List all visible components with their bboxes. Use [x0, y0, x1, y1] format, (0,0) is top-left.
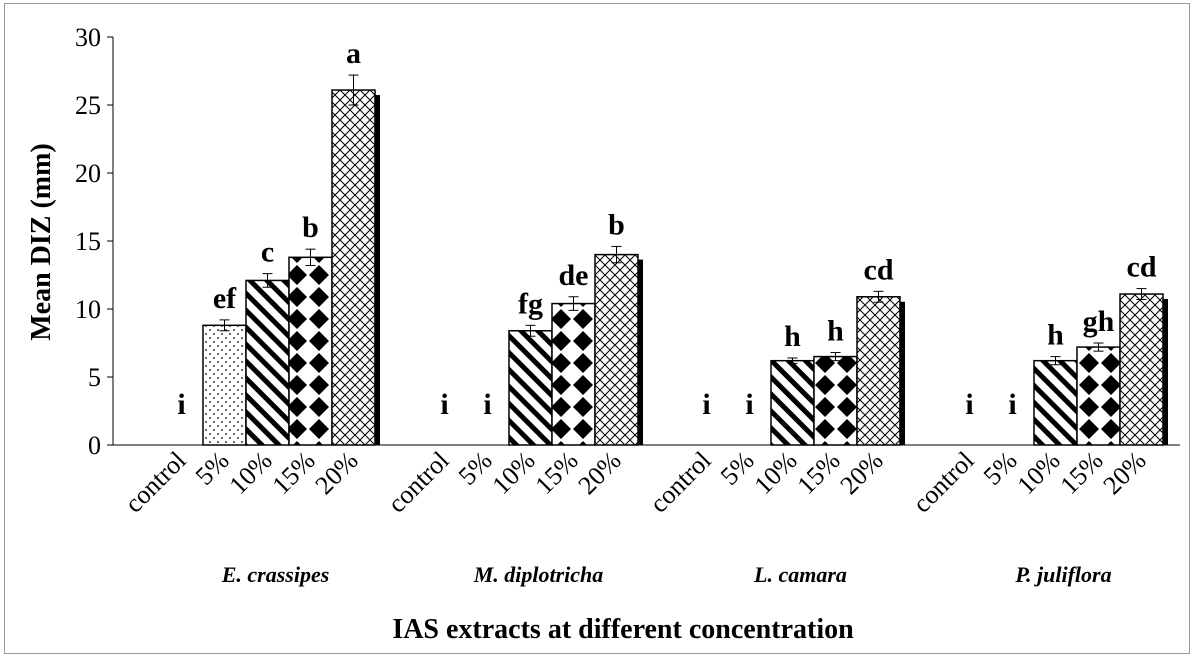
group-label: M. diplotricha: [473, 562, 604, 587]
significance-label: i: [1008, 388, 1016, 421]
y-tick-label: 5: [88, 363, 101, 392]
y-axis-title: Mean DIZ (mm): [26, 143, 57, 341]
bar-shadow: [638, 259, 643, 445]
category-label: 10%: [224, 446, 278, 500]
significance-label: i: [702, 388, 710, 421]
bar: [1033, 359, 1078, 446]
y-tick-label: 10: [75, 295, 101, 324]
bar: [202, 324, 247, 446]
category-label: 20%: [573, 446, 627, 500]
category-label: 15%: [267, 446, 321, 500]
bar-shadow: [375, 95, 380, 445]
category-label: 15%: [1055, 446, 1109, 500]
significance-label: i: [177, 388, 185, 421]
group-label: P. juliflora: [1014, 562, 1111, 587]
significance-label: i: [483, 388, 491, 421]
bar: [288, 256, 333, 446]
significance-label: cd: [1127, 251, 1157, 284]
significance-label: fg: [518, 287, 543, 320]
category-label: 15%: [530, 446, 584, 500]
group-label: L. camara: [753, 562, 847, 587]
bar: [551, 302, 596, 446]
category-label: 20%: [835, 446, 889, 500]
category-label: control: [119, 446, 192, 519]
category-label: control: [644, 446, 717, 519]
bar: [331, 89, 376, 446]
bar: [594, 253, 639, 446]
significance-label: c: [261, 236, 274, 269]
x-axis-title: IAS extracts at different concentration: [392, 614, 854, 645]
significance-label: b: [302, 211, 319, 244]
significance-label: cd: [864, 253, 894, 286]
significance-label: h: [784, 320, 801, 353]
significance-label: i: [440, 388, 448, 421]
y-tick-label: 15: [75, 227, 101, 256]
bar-shadow: [1163, 299, 1168, 445]
bar: [770, 359, 815, 446]
significance-label: a: [346, 37, 361, 70]
significance-label: de: [559, 259, 589, 292]
significance-label: b: [608, 208, 625, 241]
category-label: control: [907, 446, 980, 519]
category-label: 10%: [749, 446, 803, 500]
bar: [813, 355, 858, 446]
significance-label: gh: [1083, 305, 1115, 338]
y-tick-label: 25: [75, 91, 101, 120]
bar: [856, 296, 901, 446]
group-label: E. crassipes: [221, 562, 330, 587]
bars-layer: [202, 74, 1168, 446]
bar: [1119, 293, 1164, 446]
category-label: control: [382, 446, 455, 519]
y-tick-label: 20: [75, 159, 101, 188]
category-label: 10%: [487, 446, 541, 500]
category-label: 20%: [310, 446, 364, 500]
bar-shadow: [900, 301, 905, 445]
significance-label: ef: [213, 282, 237, 315]
category-label: 15%: [792, 446, 846, 500]
significance-label: h: [827, 315, 844, 348]
category-label: 10%: [1012, 446, 1066, 500]
y-tick-label: 0: [88, 431, 101, 460]
category-label: 20%: [1098, 446, 1152, 500]
bar: [245, 279, 290, 446]
bar: [1076, 346, 1121, 446]
significance-label: i: [745, 388, 753, 421]
bar: [508, 330, 553, 446]
significance-label: h: [1047, 319, 1064, 352]
y-tick-label: 30: [75, 23, 101, 52]
significance-label: i: [965, 388, 973, 421]
